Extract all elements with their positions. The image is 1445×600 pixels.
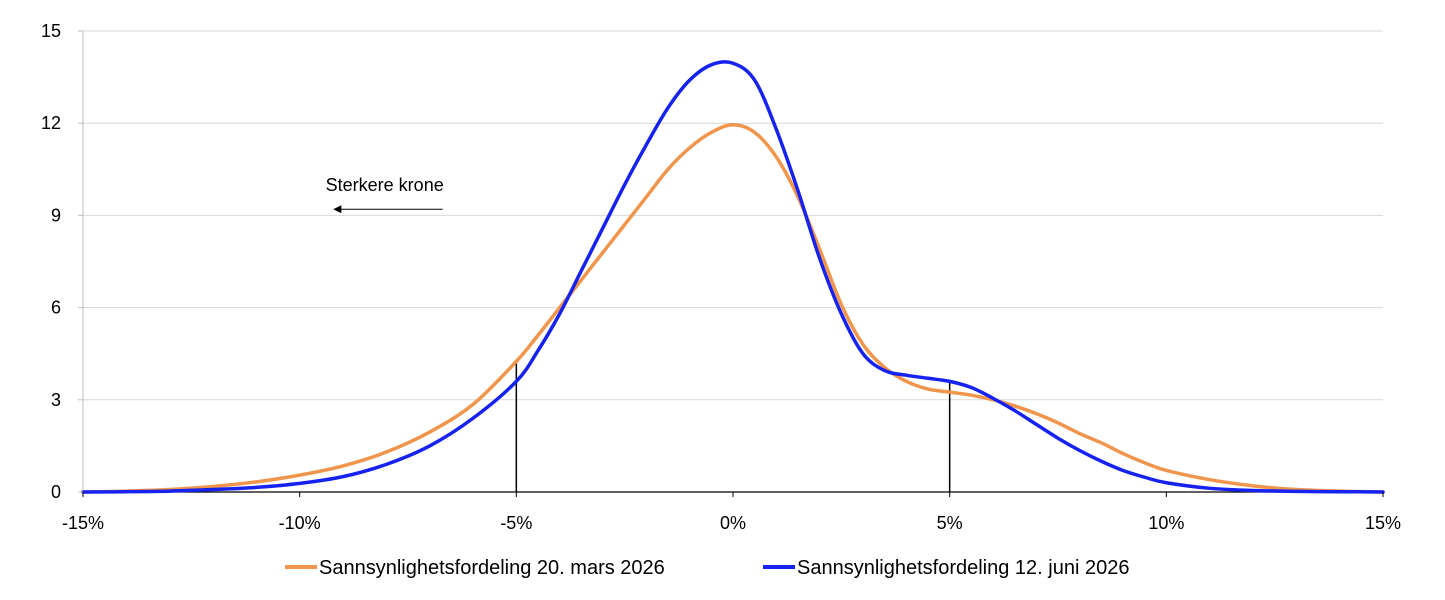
gridlines <box>83 30 1383 401</box>
axes <box>82 31 1383 493</box>
x-tick-label-2: -5% <box>500 513 532 533</box>
vertical-markers <box>515 362 951 492</box>
annotation-text: Sterkere krone <box>326 175 444 195</box>
y-tick-label-3: 9 <box>51 205 61 225</box>
legend-label-0: Sannsynlighetsfordeling 20. mars 2026 <box>319 557 665 579</box>
y-tick-label-0: 0 <box>51 482 61 502</box>
x-tick-label-5: 10% <box>1148 513 1184 533</box>
legend: Sannsynlighetsfordeling 20. mars 2026 San… <box>285 557 1129 579</box>
x-tick-label-4: 5% <box>937 513 963 533</box>
series-lines <box>81 60 1385 494</box>
y-tick-label-5: 15 <box>41 21 61 41</box>
x-tick-label-3: 0% <box>720 513 746 533</box>
x-tick-label-1: -10% <box>279 513 321 533</box>
annotation: Sterkere krone <box>326 175 444 214</box>
y-tick-label-4: 12 <box>41 113 61 133</box>
y-tick-label-1: 3 <box>51 390 61 410</box>
x-tick-label-6: 15% <box>1365 513 1401 533</box>
series-line-0 <box>81 122 1385 494</box>
x-tick-label-0: -15% <box>62 513 104 533</box>
y-tick-labels: 0 3 6 9 12 15 <box>41 21 83 502</box>
legend-label-1: Sannsynlighetsfordeling 12. juni 2026 <box>797 557 1129 579</box>
y-tick-label-2: 6 <box>51 298 61 318</box>
series-line-1 <box>81 60 1385 494</box>
x-tick-labels: -15% -10% -5% 0% 5% 10% 15% <box>62 492 1401 533</box>
